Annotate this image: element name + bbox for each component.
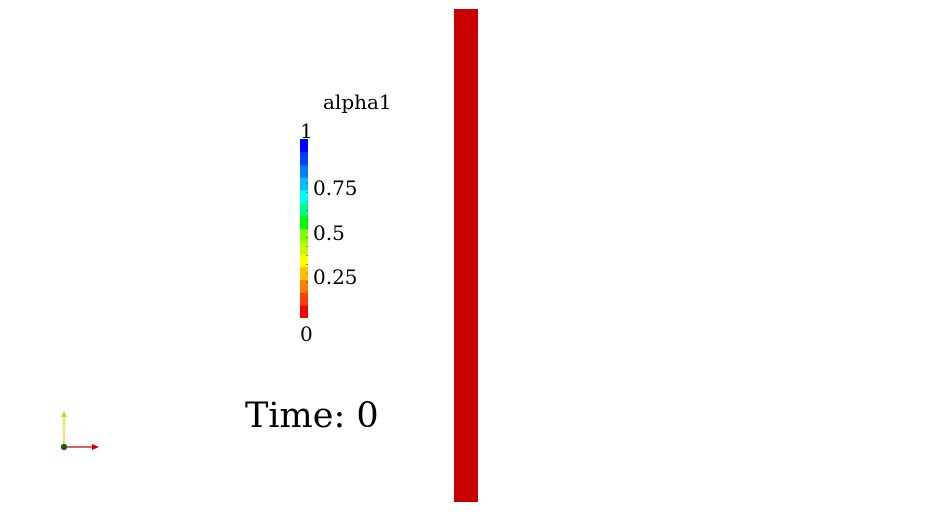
colorbar-band [300, 279, 308, 293]
colorbar-band [300, 305, 308, 318]
colorbar-title: alpha1 [323, 90, 392, 114]
colorbar-band [300, 139, 308, 153]
colorbar-band [300, 215, 308, 229]
fluid-domain-mesh [454, 9, 478, 502]
colorbar [300, 139, 308, 318]
colorbar-band [300, 177, 308, 191]
colorbar-band [300, 202, 308, 217]
colorbar-band [300, 241, 308, 255]
colorbar-tick-label-min: 0 [300, 322, 313, 346]
colorbar-band [300, 190, 308, 204]
colorbar-tick-label-max: 1 [300, 119, 313, 143]
colorbar-tick-label: 0.5 [313, 221, 345, 245]
time-annotation: Time: 0 [245, 396, 379, 436]
colorbar-band [300, 228, 308, 242]
colorbar-band [300, 292, 308, 306]
colorbar-band [300, 164, 308, 178]
colorbar-tick-label: 0.25 [313, 265, 358, 289]
colorbar-band [300, 151, 308, 165]
orientation-axes-icon [60, 411, 99, 451]
colorbar-band [300, 254, 308, 268]
colorbar-band [300, 266, 308, 281]
colorbar-tick-label: 0.75 [313, 176, 358, 200]
